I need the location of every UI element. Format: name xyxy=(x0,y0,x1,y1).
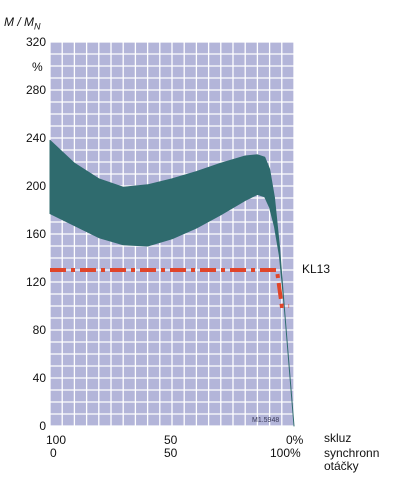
kl13-line xyxy=(50,268,290,308)
torque-band xyxy=(49,139,295,427)
x-axis-bottom-tick-0: 0 xyxy=(50,446,57,460)
y-axis-label-subscript: N xyxy=(34,21,41,32)
y-tick-label: 280 xyxy=(26,83,46,97)
y-axis-unit: % xyxy=(32,60,43,74)
x-axis-top-label: skluz xyxy=(324,431,352,445)
y-tick-label: 0 xyxy=(39,419,46,433)
y-tick-label: 240 xyxy=(26,131,46,145)
x-axis-bottom-label-line2: otáčky xyxy=(324,459,359,473)
x-axis-top-tick-50: 50 xyxy=(164,433,178,447)
figure-code-annotation: M1.5948 xyxy=(252,417,279,424)
x-axis-bottom-label-line1: synchronn xyxy=(324,446,380,460)
x-axis-bottom-tick-50: 50 xyxy=(164,446,178,460)
y-tick-label: 160 xyxy=(26,227,46,241)
x-axis-top-tick-0: 0% xyxy=(286,433,304,447)
x-axis-bottom-tick-100: 100% xyxy=(270,446,301,460)
y-tick-label: 80 xyxy=(33,323,47,337)
y-tick-label: 200 xyxy=(26,179,46,193)
x-axis-top-tick-100: 100 xyxy=(46,433,67,447)
series-label-kl13: KL13 xyxy=(302,262,331,276)
y-tick-label: 40 xyxy=(33,371,47,385)
y-tick-label: 320 xyxy=(26,35,46,49)
y-axis-label: M / MN xyxy=(4,15,41,32)
y-tick-label: 120 xyxy=(26,275,46,289)
